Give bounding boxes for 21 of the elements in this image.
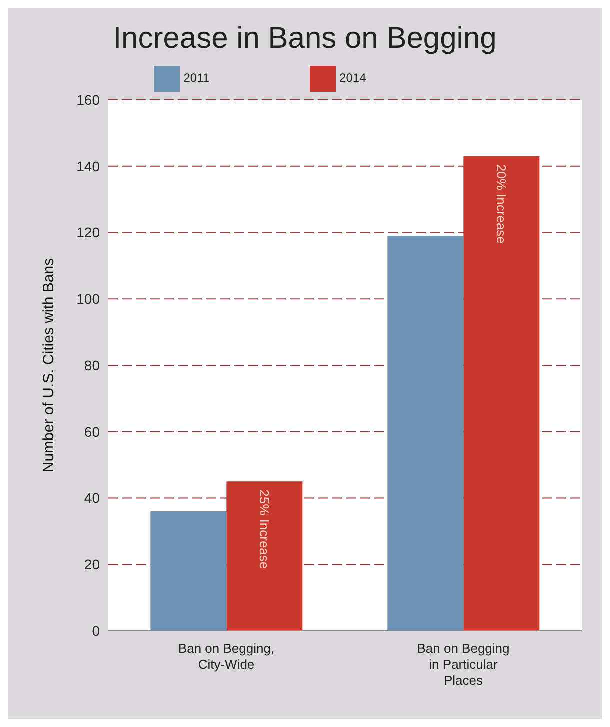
legend-label: 2011 xyxy=(184,71,210,86)
y-tick-label: 140 xyxy=(76,158,100,174)
y-tick-label: 40 xyxy=(84,490,100,506)
x-tick-label: Ban on Begging, City-Wide xyxy=(178,641,275,672)
y-tick-label: 120 xyxy=(76,224,100,241)
bar xyxy=(226,482,303,631)
bar xyxy=(464,156,540,631)
y-tick-label: 0 xyxy=(92,622,100,639)
y-axis-title: Number of U.S. Cities with Bans xyxy=(40,258,58,473)
legend-label: 2014 xyxy=(340,71,366,86)
x-tick-label: Ban on Begging in Particular Places xyxy=(417,641,510,688)
y-tick-label: 60 xyxy=(84,424,100,440)
y-tick-label: 20 xyxy=(84,556,100,573)
bar xyxy=(388,236,464,631)
chart-title: Increase in Bans on Begging xyxy=(112,21,498,56)
annotation: 25% Increase xyxy=(257,490,272,570)
annotation: 20% Increase xyxy=(494,164,510,244)
bar xyxy=(150,512,227,631)
y-tick-label: 160 xyxy=(76,92,100,108)
y-tick-label: 80 xyxy=(84,357,100,374)
y-tick-label: 100 xyxy=(76,291,100,308)
